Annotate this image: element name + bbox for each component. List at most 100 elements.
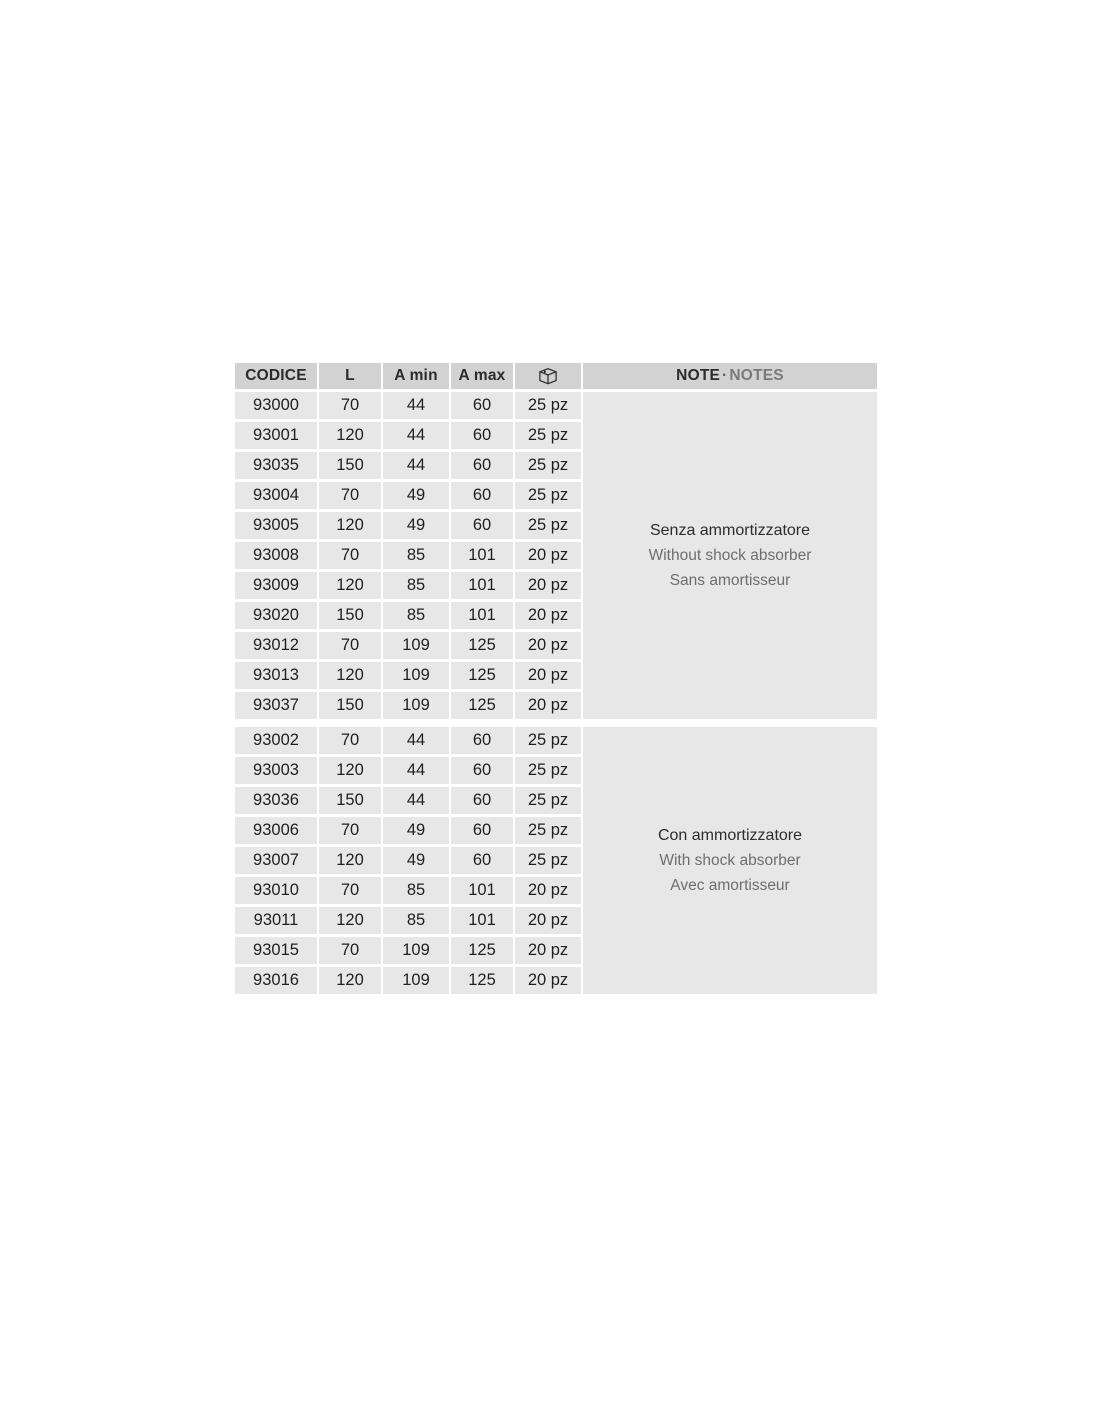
table-row: 93009 120 85 101 20 pz (235, 572, 877, 599)
cell-a-min: 109 (383, 692, 449, 719)
cell-a-min: 85 (383, 602, 449, 629)
cell-codice: 93036 (235, 787, 317, 814)
cell-l: 70 (319, 817, 381, 844)
cell-a-max: 60 (451, 392, 513, 419)
cell-packaging: 20 pz (515, 572, 581, 599)
cell-a-min: 109 (383, 662, 449, 689)
cell-a-min: 109 (383, 937, 449, 964)
column-header-notes: NOTE · NOTES (583, 363, 877, 389)
cell-a-max: 60 (451, 787, 513, 814)
table-row: 93012 70 109 125 20 pz (235, 632, 877, 659)
cell-a-min: 85 (383, 877, 449, 904)
cell-packaging: 25 pz (515, 757, 581, 784)
cell-packaging: 20 pz (515, 907, 581, 934)
cell-a-max: 60 (451, 727, 513, 754)
cell-codice: 93003 (235, 757, 317, 784)
cell-codice: 93004 (235, 482, 317, 509)
column-header-a-min: A min (383, 363, 449, 389)
cell-a-min: 49 (383, 482, 449, 509)
table-row: 93016 120 109 125 20 pz (235, 967, 877, 994)
cell-a-max: 125 (451, 632, 513, 659)
table-row: 93013 120 109 125 20 pz (235, 662, 877, 689)
cell-codice: 93008 (235, 542, 317, 569)
cell-a-max: 125 (451, 937, 513, 964)
table-body: 93000 70 44 60 25 pz Senza ammortizzatore With… (235, 392, 877, 994)
cell-a-max: 60 (451, 847, 513, 874)
table-row: 93004 70 49 60 25 pz (235, 482, 877, 509)
cell-packaging: 25 pz (515, 482, 581, 509)
cell-l: 120 (319, 967, 381, 994)
cell-l: 120 (319, 907, 381, 934)
cell-a-min: 44 (383, 452, 449, 479)
cell-l: 120 (319, 512, 381, 539)
cell-packaging: 20 pz (515, 542, 581, 569)
cell-packaging: 25 pz (515, 787, 581, 814)
cell-l: 70 (319, 392, 381, 419)
group-separator (235, 722, 877, 724)
cell-a-min: 44 (383, 787, 449, 814)
cell-l: 70 (319, 727, 381, 754)
cell-codice: 93015 (235, 937, 317, 964)
cell-a-max: 125 (451, 662, 513, 689)
cell-a-min: 44 (383, 757, 449, 784)
table-row: 93011 120 85 101 20 pz (235, 907, 877, 934)
product-spec-table: CODICE L A min A max NOTE · NOTES (233, 360, 879, 997)
cell-packaging: 20 pz (515, 877, 581, 904)
cell-a-min: 85 (383, 907, 449, 934)
column-header-packaging (515, 363, 581, 389)
cell-codice: 93037 (235, 692, 317, 719)
cell-a-max: 60 (451, 452, 513, 479)
cell-a-max: 60 (451, 757, 513, 784)
cell-packaging: 20 pz (515, 937, 581, 964)
cell-codice: 93011 (235, 907, 317, 934)
table-row: 93003 120 44 60 25 pz (235, 757, 877, 784)
cell-a-min: 85 (383, 542, 449, 569)
cell-packaging: 20 pz (515, 602, 581, 629)
table-row: 93020 150 85 101 20 pz (235, 602, 877, 629)
cell-l: 120 (319, 757, 381, 784)
note-text-english: Without shock absorber (648, 547, 812, 564)
cell-codice: 93013 (235, 662, 317, 689)
cell-l: 70 (319, 877, 381, 904)
cell-l: 120 (319, 662, 381, 689)
notes-header-separator: · (722, 367, 728, 384)
cell-l: 150 (319, 692, 381, 719)
cell-codice: 93007 (235, 847, 317, 874)
note-text-italian: Con ammortizzatore (657, 827, 803, 844)
table-row: 93002 70 44 60 25 pz Con ammortizzatore With s… (235, 727, 877, 994)
cell-l: 120 (319, 422, 381, 449)
cell-packaging: 20 pz (515, 692, 581, 719)
cell-a-min: 109 (383, 967, 449, 994)
cell-codice: 93002 (235, 727, 317, 754)
table-row: 93005 120 49 60 25 pz (235, 512, 877, 539)
column-header-codice: CODICE (235, 363, 317, 389)
cell-a-max: 101 (451, 572, 513, 599)
cell-packaging: 20 pz (515, 967, 581, 994)
cell-a-max: 101 (451, 877, 513, 904)
cell-l: 150 (319, 602, 381, 629)
cell-packaging: 25 pz (515, 727, 581, 754)
cell-l: 70 (319, 632, 381, 659)
cell-codice: 93010 (235, 877, 317, 904)
table-row: 93035 150 44 60 25 pz (235, 452, 877, 479)
package-box-icon (537, 365, 559, 387)
cell-codice: 93009 (235, 572, 317, 599)
cell-a-max: 125 (451, 692, 513, 719)
cell-a-min: 49 (383, 512, 449, 539)
cell-a-min: 85 (383, 572, 449, 599)
table-row: 93007 120 49 60 25 pz (235, 847, 877, 874)
cell-a-min: 44 (383, 422, 449, 449)
cell-codice: 93016 (235, 967, 317, 994)
cell-packaging: 25 pz (515, 422, 581, 449)
cell-l: 70 (319, 937, 381, 964)
cell-codice: 93012 (235, 632, 317, 659)
cell-codice: 93001 (235, 422, 317, 449)
cell-codice: 93000 (235, 392, 317, 419)
cell-packaging: 20 pz (515, 662, 581, 689)
table-row: 93010 70 85 101 20 pz (235, 877, 877, 904)
cell-packaging: 25 pz (515, 817, 581, 844)
cell-l: 120 (319, 572, 381, 599)
group-separator-cell (235, 722, 877, 724)
table-row: 93037 150 109 125 20 pz (235, 692, 877, 719)
note-text-english: With shock absorber (659, 852, 801, 869)
